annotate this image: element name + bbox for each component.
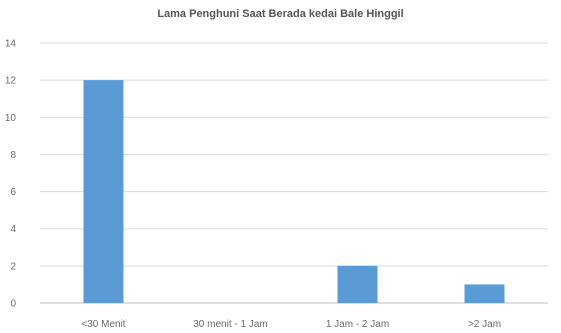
x-tick-label: <30 Menit: [81, 319, 125, 330]
x-tick-label: 1 Jam - 2 Jam: [326, 319, 389, 330]
y-tick-label: 12: [5, 76, 17, 87]
bar: [465, 284, 505, 303]
y-axis-ticks: 0 2 4 6 8 10 12 14: [5, 39, 17, 310]
bar: [338, 266, 378, 303]
y-tick-label: 10: [5, 113, 17, 124]
y-tick-label: 8: [10, 150, 16, 161]
x-tick-label: 30 menit - 1 Jam: [193, 319, 267, 330]
x-axis-ticks: <30 Menit 30 menit - 1 Jam 1 Jam - 2 Jam >2…: [81, 319, 501, 330]
bar: [84, 80, 124, 303]
x-tick-label: >2 Jam: [468, 319, 501, 330]
y-tick-label: 0: [10, 299, 16, 310]
y-tick-label: 2: [10, 261, 16, 272]
y-tick-label: 4: [10, 224, 16, 235]
y-tick-label: 6: [10, 187, 16, 198]
y-tick-label: 14: [5, 39, 17, 50]
